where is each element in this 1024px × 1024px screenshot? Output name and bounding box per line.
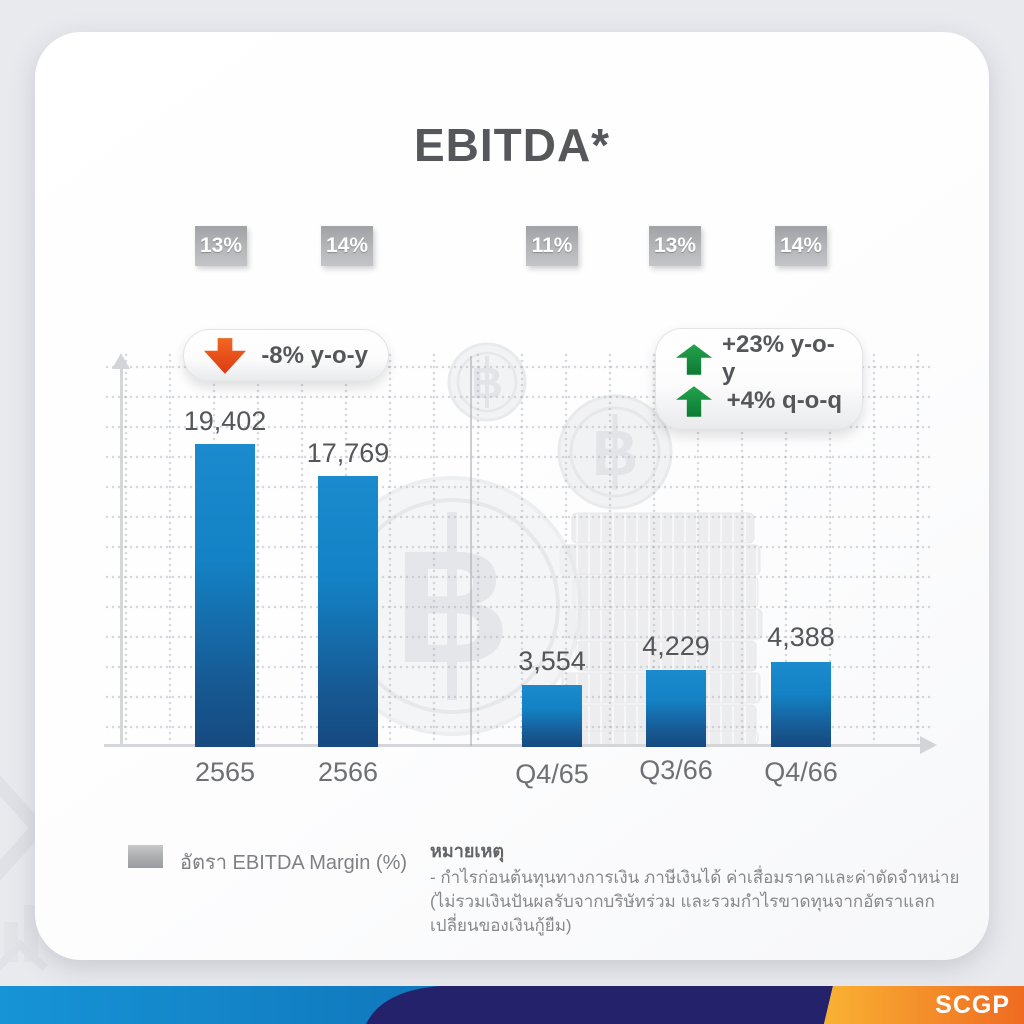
bar-value-2566: 17,769 [306, 438, 390, 468]
qoq-change-label: +4% q-o-q [726, 387, 842, 414]
margin-badge-q4-66: 14% [775, 226, 827, 266]
scgp-logo: SCGP [935, 991, 1010, 1019]
yoy-change-label: +23% y-o-y [722, 331, 835, 386]
y-axis-arrow-icon [112, 353, 130, 369]
bar-value-2565: 19,402 [183, 406, 267, 436]
down-arrow-icon [204, 337, 246, 374]
bar-q3-66 [646, 670, 706, 747]
legend-label: อัตรา EBITDA Margin (%) [180, 852, 408, 874]
x-axis [104, 744, 922, 747]
footnote-block: หมายเหตุ - กำไรก่อนต้นทุนทางการเงิน ภาษี… [430, 839, 970, 938]
bar-q4-65 [522, 685, 582, 747]
x-label-q3-66: Q3/66 [639, 755, 713, 785]
yoy-change-badge-annual: -8% y-o-y [183, 329, 389, 382]
y-axis [120, 368, 123, 747]
bar-value-q4-66: 4,388 [767, 622, 835, 652]
x-label-q4-65: Q4/65 [515, 759, 589, 789]
x-label-q4-66: Q4/66 [764, 757, 838, 787]
up-arrow-icon [676, 343, 712, 375]
brand-color-bar [0, 986, 1024, 1024]
margin-badge-q4-65: 11% [526, 226, 578, 266]
margin-badge-2565: 13% [195, 226, 247, 266]
legend-swatch [128, 845, 163, 868]
change-badge-quarterly: +23% y-o-y +4% q-o-q [655, 328, 863, 430]
bar-q4-66 [771, 662, 831, 747]
footnote-line2: (ไม่รวมเงินปันผลรับจากบริษัทร่วม และรวมก… [430, 892, 935, 935]
page-title: EBITDA* [413, 119, 611, 171]
bar-2566 [318, 476, 378, 747]
x-label-2566: 2566 [317, 757, 379, 787]
margin-badge-q3-66: 13% [649, 226, 701, 266]
footnote-line1: - กำไรก่อนต้นทุนทางการเงิน ภาษีเงินได้ ค… [430, 868, 960, 887]
up-arrow-icon [676, 385, 712, 417]
bar-2565 [195, 444, 255, 747]
x-label-2565: 2565 [194, 757, 256, 787]
x-axis-arrow-icon [920, 736, 937, 754]
margin-badge-2566: 14% [321, 226, 373, 266]
chart-divider-line [470, 356, 472, 746]
footnote-title: หมายเหตุ [430, 841, 505, 861]
yoy-change-label: -8% y-o-y [261, 341, 368, 369]
